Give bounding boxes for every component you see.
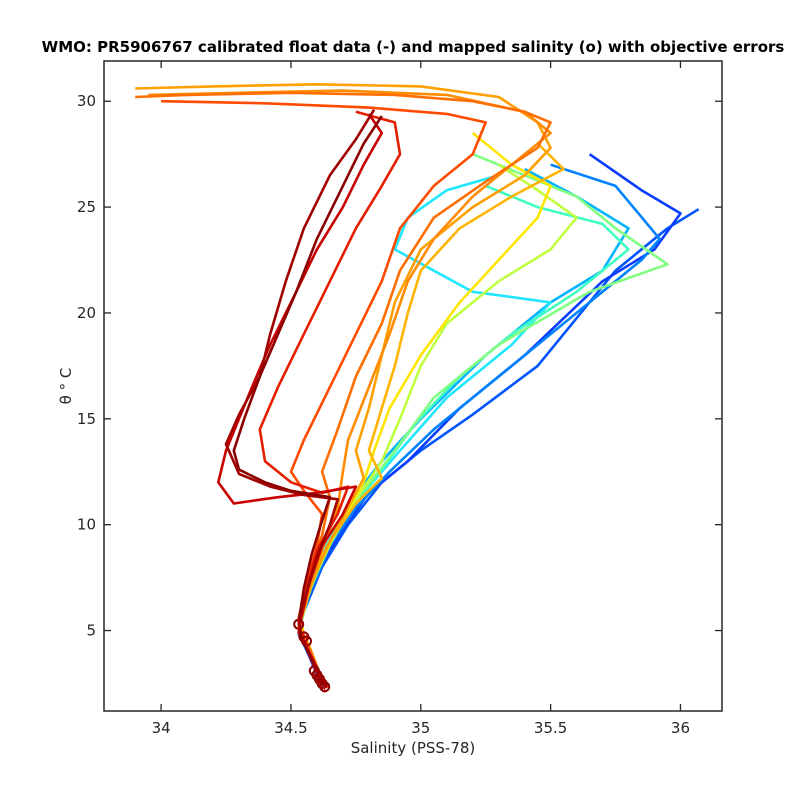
profile-line-16 <box>217 113 384 689</box>
y-axis-label: θ ° C <box>57 368 75 405</box>
x-tick-label: 34.5 <box>274 719 307 737</box>
plot-area <box>135 83 700 689</box>
y-tick-label: 25 <box>77 198 96 216</box>
profile-line-3 <box>297 163 662 685</box>
x-tick-label: 34 <box>152 719 171 737</box>
y-tick-label: 10 <box>77 516 96 534</box>
x-axis: 34 34.5 35 35.5 36 <box>152 61 690 737</box>
x-tick-label: 35 <box>411 719 430 737</box>
y-axis: 5 10 15 20 25 30 <box>77 92 722 640</box>
profile-line-17 <box>224 109 376 685</box>
profile-line-18 <box>232 115 383 687</box>
chart-title: WMO: PR5906767 calibrated float data (-)… <box>42 38 785 56</box>
mapped-salinity-markers <box>293 618 331 693</box>
x-tick-label: 35.5 <box>534 719 567 737</box>
x-axis-label: Salinity (PSS-78) <box>351 739 476 757</box>
y-tick-label: 20 <box>77 304 96 322</box>
x-tick-label: 36 <box>671 719 690 737</box>
y-tick-label: 15 <box>77 410 96 428</box>
profile-line-15 <box>258 110 402 685</box>
profile-line-13 <box>135 91 552 689</box>
y-tick-label: 30 <box>77 92 96 110</box>
y-tick-label: 5 <box>86 622 96 640</box>
axes-frame <box>103 60 723 712</box>
